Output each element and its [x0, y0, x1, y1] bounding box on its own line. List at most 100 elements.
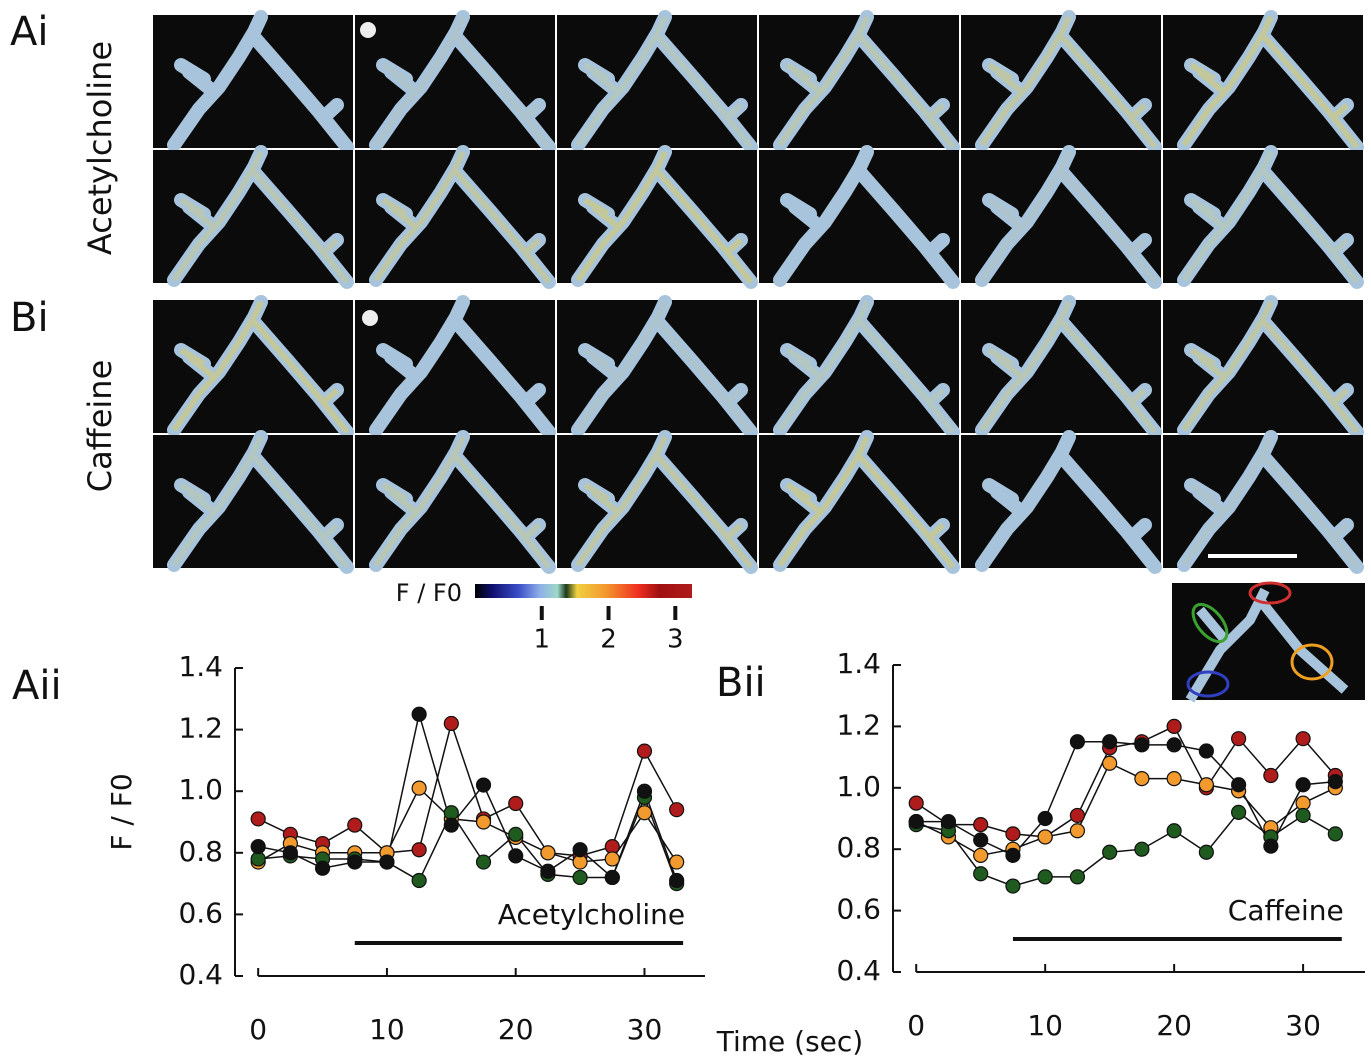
y-tick-label: 1.2	[178, 712, 223, 745]
data-point	[1069, 823, 1086, 839]
data-point	[1037, 869, 1053, 885]
colorbar-tick-label: 2	[600, 625, 617, 655]
data-point	[572, 869, 588, 886]
data-point	[475, 854, 492, 870]
image-grid	[153, 10, 1364, 574]
y-tick-label: 1.2	[836, 708, 881, 741]
roi-inset	[1172, 581, 1365, 703]
stimulus-dot	[362, 310, 378, 326]
calcium-signal	[777, 300, 956, 434]
data-point	[1037, 829, 1053, 845]
data-point	[669, 872, 685, 889]
dendrite	[369, 145, 556, 289]
data-point	[540, 863, 556, 879]
data-point	[1263, 838, 1279, 854]
calcium-signal	[1181, 300, 1360, 434]
data-point	[1198, 777, 1214, 793]
data-point	[411, 842, 427, 858]
x-tick-label: 30	[627, 1013, 663, 1046]
data-point	[1166, 770, 1182, 787]
dendrite	[167, 430, 354, 574]
calcium-signal	[373, 435, 552, 569]
dendrite	[1177, 145, 1364, 289]
dendrite	[167, 295, 354, 439]
calcium-signal	[979, 300, 1158, 434]
data-point	[1069, 734, 1086, 750]
panel-label: Ai	[10, 9, 48, 55]
annotation: Acetylcholine	[498, 898, 685, 931]
dendrite	[1177, 295, 1364, 439]
data-point	[908, 813, 924, 830]
calcium-signal	[373, 15, 552, 149]
data-point	[282, 845, 298, 861]
dendrite	[773, 145, 960, 289]
calcium-signal	[575, 150, 754, 284]
data-point	[1102, 844, 1118, 860]
dendrite	[571, 10, 758, 154]
data-point	[1198, 844, 1214, 860]
data-point	[1134, 737, 1150, 753]
data-point	[636, 743, 653, 759]
data-point	[973, 817, 989, 833]
dendrite	[975, 145, 1162, 289]
x-axis-label: Time (sec)	[716, 1025, 863, 1058]
condition-label: Acetylcholine	[81, 41, 119, 255]
calcium-signal	[1181, 435, 1360, 569]
colorbar-tick-label: 3	[667, 625, 684, 655]
y-axis-label: F / F0	[105, 773, 138, 850]
x-tick-label: 0	[907, 1009, 925, 1042]
data-point	[314, 860, 331, 876]
stimulus-dot	[360, 22, 376, 38]
calcium-signal	[575, 435, 754, 569]
dendrite	[975, 430, 1162, 574]
dendrite	[975, 295, 1162, 439]
dendrite	[571, 295, 758, 439]
calcium-signal	[979, 150, 1158, 284]
data-point	[475, 814, 492, 830]
condition-label: Caffeine	[81, 360, 119, 493]
data-point	[1198, 743, 1214, 759]
colorbar-label: F / F0	[396, 579, 462, 607]
data-point	[1231, 777, 1247, 793]
data-point	[636, 783, 653, 799]
y-tick-label: 1.0	[178, 773, 223, 806]
dendrite	[369, 10, 556, 154]
data-point	[1005, 826, 1021, 842]
data-point	[1005, 878, 1021, 894]
data-point	[1069, 869, 1086, 885]
data-point	[347, 854, 363, 870]
y-tick-label: 0.8	[178, 835, 223, 868]
data-point	[973, 866, 989, 882]
calcium-signal	[171, 300, 350, 434]
colorbar	[475, 584, 692, 598]
y-tick-label: 1.0	[836, 770, 881, 803]
dendrite	[369, 430, 556, 574]
dendrite	[1177, 10, 1364, 154]
calcium-signal	[171, 150, 350, 284]
data-point	[411, 780, 427, 796]
data-point	[1069, 807, 1086, 824]
calcium-signal	[575, 15, 754, 149]
panel-label: Bi	[10, 295, 49, 341]
data-point	[1295, 777, 1311, 793]
calcium-signal	[171, 435, 350, 569]
data-point	[604, 869, 620, 886]
calcium-signal	[1181, 150, 1360, 284]
y-tick-label: 0.4	[836, 954, 881, 987]
x-tick-label: 10	[1027, 1009, 1063, 1042]
annotation: Caffeine	[1228, 894, 1344, 927]
y-tick-label: 0.4	[178, 958, 223, 991]
data-point	[1134, 770, 1150, 787]
x-tick-label: 0	[249, 1013, 267, 1046]
data-point	[1166, 737, 1182, 753]
dendrite	[167, 10, 354, 154]
series-line	[257, 720, 678, 857]
data-point	[908, 795, 924, 811]
data-point	[540, 845, 556, 861]
y-tick-label: 0.6	[178, 896, 223, 929]
y-tick-label: 0.8	[836, 831, 881, 864]
data-point	[1037, 810, 1053, 827]
calcium-signal	[777, 15, 956, 149]
data-point	[250, 839, 266, 855]
